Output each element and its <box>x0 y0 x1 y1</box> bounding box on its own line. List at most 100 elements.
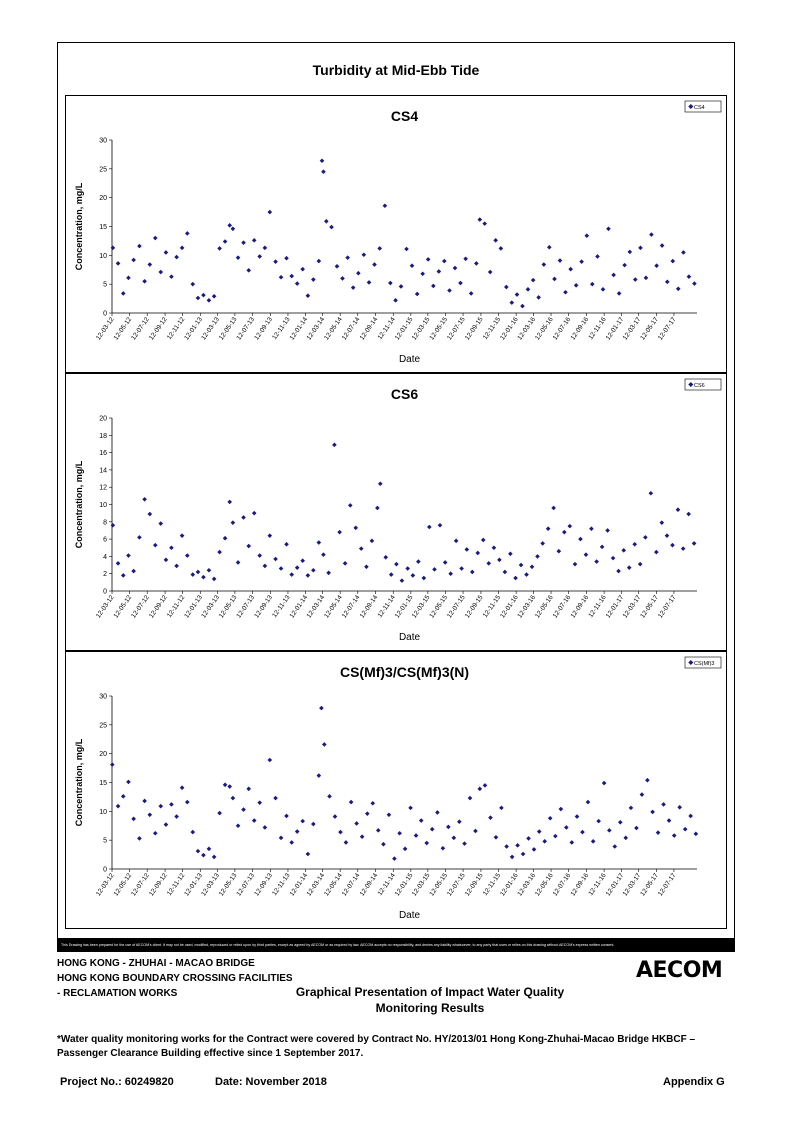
data-point <box>659 520 665 525</box>
data-point <box>410 573 416 578</box>
main-title: Turbidity at Mid-Ebb Tide <box>312 62 480 78</box>
data-point <box>453 538 459 544</box>
y-tick-label: 5 <box>103 282 107 289</box>
data-point <box>319 705 324 711</box>
data-point <box>147 812 153 818</box>
data-point <box>222 535 228 541</box>
data-point <box>686 274 692 279</box>
data-point <box>637 561 643 567</box>
data-point <box>131 568 136 574</box>
data-point <box>241 240 246 245</box>
data-point <box>382 203 388 209</box>
data-point <box>120 573 126 578</box>
y-tick-label: 10 <box>99 253 107 260</box>
data-point <box>525 287 531 292</box>
data-point <box>688 813 693 819</box>
data-point <box>616 291 622 296</box>
data-point <box>502 569 508 575</box>
data-point <box>332 442 337 448</box>
data-point <box>115 561 121 566</box>
data-point <box>217 549 222 555</box>
data-point <box>190 281 196 287</box>
data-point <box>666 818 672 823</box>
data-point <box>201 574 206 580</box>
data-point <box>353 525 359 531</box>
data-point <box>692 281 697 286</box>
data-point <box>617 819 623 825</box>
contract-note: *Water quality monitoring works for the … <box>57 1033 747 1061</box>
y-tick-label: 20 <box>99 416 107 423</box>
data-point <box>334 263 340 269</box>
y-tick-label: 15 <box>99 224 107 231</box>
data-point <box>671 833 677 838</box>
data-point <box>670 258 676 264</box>
data-point <box>488 815 493 820</box>
y-tick-label: 6 <box>103 537 107 544</box>
data-point <box>556 548 562 554</box>
data-point <box>267 209 273 215</box>
data-point <box>278 566 284 571</box>
data-point <box>147 262 153 267</box>
data-point <box>227 499 232 505</box>
y-tick-label: 10 <box>99 502 107 509</box>
data-point <box>579 259 584 264</box>
data-point <box>179 785 185 790</box>
data-point <box>414 291 420 297</box>
data-point <box>174 563 179 569</box>
data-point <box>262 825 268 830</box>
data-point <box>530 277 536 283</box>
data-point <box>316 540 322 545</box>
data-point <box>142 278 147 284</box>
data-point <box>409 263 415 269</box>
legend-label: CS4 <box>694 105 705 111</box>
data-point <box>369 538 375 544</box>
data-point <box>504 844 509 849</box>
data-point <box>110 245 116 251</box>
data-point <box>634 825 639 831</box>
data-point <box>350 285 356 290</box>
data-point <box>257 553 262 558</box>
data-point <box>584 233 590 239</box>
data-point <box>289 273 295 279</box>
data-point <box>137 535 142 540</box>
data-point <box>120 794 126 799</box>
data-point <box>606 226 611 232</box>
data-point <box>206 567 212 573</box>
data-point <box>680 546 686 551</box>
data-point <box>421 575 427 581</box>
data-point <box>601 780 607 786</box>
data-point <box>251 510 257 516</box>
y-tick-label: 16 <box>99 450 107 457</box>
data-point <box>458 280 463 286</box>
y-tick-label: 25 <box>99 166 107 173</box>
project-line-2: HONG KONG BOUNDARY CROSSING FACILITIES <box>57 973 293 984</box>
data-point <box>664 279 670 285</box>
data-point <box>235 255 241 260</box>
data-point <box>542 839 547 844</box>
data-point <box>383 554 389 560</box>
data-point <box>526 836 531 841</box>
disclaimer-bar: This Drawing has been prepared for the u… <box>57 938 735 952</box>
data-point <box>691 541 697 546</box>
chart-axes <box>111 140 697 314</box>
data-point <box>377 481 383 487</box>
data-point <box>246 786 252 792</box>
y-axis-label: Concentration, mg/L <box>74 738 84 826</box>
data-point <box>372 262 377 267</box>
data-point <box>322 742 327 747</box>
data-point <box>541 262 547 267</box>
data-point <box>284 255 289 261</box>
data-point <box>241 807 246 812</box>
data-point <box>402 846 408 852</box>
x-axis-label: Date <box>399 354 421 365</box>
data-point <box>316 773 322 778</box>
data-point <box>190 829 196 835</box>
data-point <box>552 276 557 282</box>
data-point <box>451 835 457 841</box>
data-point <box>311 821 316 827</box>
data-point <box>273 259 278 264</box>
data-point <box>655 830 661 835</box>
data-point <box>429 826 435 832</box>
data-point <box>675 286 681 292</box>
data-point <box>397 830 402 836</box>
